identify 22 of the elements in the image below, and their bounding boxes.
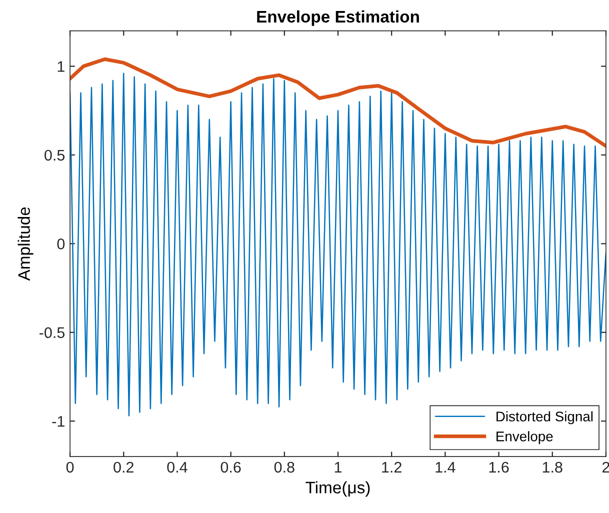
- y-tick-label: 0.5: [44, 150, 65, 161]
- chart-title: Envelope Estimation: [257, 10, 419, 26]
- legend-label: Envelope: [496, 431, 553, 444]
- legend-label: Distorted Signal: [496, 411, 593, 424]
- x-tick-label: 1: [334, 462, 342, 473]
- x-tick-label: 1.8: [542, 462, 562, 473]
- x-tick-label: 0: [66, 462, 74, 473]
- y-tick-label: -0.5: [40, 327, 65, 338]
- x-tick-label: 2: [602, 462, 609, 473]
- y-tick-label: 0: [57, 238, 65, 250]
- x-tick-label: 0.8: [274, 462, 294, 473]
- x-axis-title: Time(μs): [306, 481, 370, 497]
- x-tick-label: 0.6: [220, 462, 241, 473]
- x-tick-label: 1.4: [436, 462, 456, 473]
- x-tick-label: 0.2: [114, 462, 134, 473]
- x-tick-label: 1.2: [382, 462, 402, 473]
- line-series: [70, 57, 606, 148]
- x-tick-label: 1.6: [489, 462, 509, 473]
- x-tick-label: 0.4: [167, 462, 188, 473]
- y-tick-label: -1: [52, 416, 64, 427]
- y-tick-label: 1: [58, 61, 64, 72]
- y-axis-title: Amplitude: [18, 207, 34, 281]
